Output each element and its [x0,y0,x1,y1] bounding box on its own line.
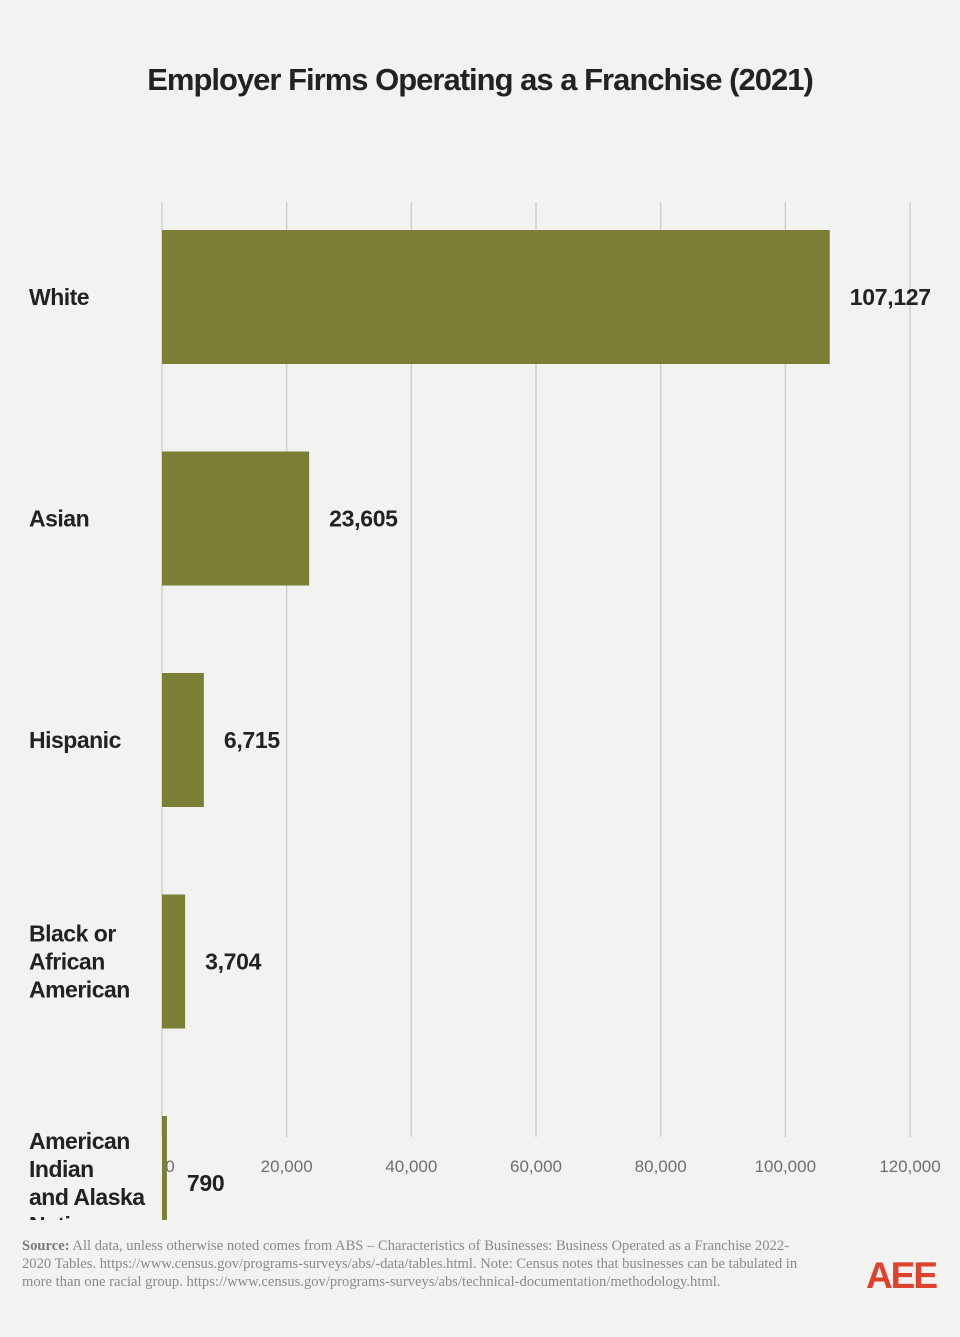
x-tick-label: 40,000 [385,1157,437,1176]
x-tick-label: 80,000 [635,1157,687,1176]
aee-logo: AEE [866,1255,939,1294]
category-label-line: Hispanic [29,727,122,753]
data-label: 107,127 [850,284,931,310]
category-label-line: Indian [29,1156,94,1182]
source-text: All data, unless otherwise noted comes f… [22,1238,798,1290]
category-label-line: Asian [29,506,89,532]
bars [162,230,830,1220]
category-label-line: White [29,284,89,310]
bar-chart: 0 20,000 40,000 60,000 80,000 100,000 120,000 1… [29,202,941,1220]
category-label-line: Black or [29,921,116,947]
category-label: White [29,284,89,310]
source-note: Source: All data, unless otherwise noted… [22,1237,812,1291]
data-label: 6,715 [224,727,281,753]
category-label-line: African [29,949,105,975]
category-label: Hispanic [29,727,122,753]
x-tick-label: 20,000 [261,1157,313,1176]
category-label: Asian [29,506,89,532]
x-tick-label: 120,000 [879,1157,940,1176]
bar [162,673,204,807]
data-label: 790 [187,1170,224,1196]
aee-logo-text: AEE [866,1255,937,1294]
category-label: Black or African American [29,921,130,1003]
source-label: Source: [22,1238,70,1254]
bar [162,1116,167,1220]
bar [162,894,186,1029]
data-label: 23,605 [329,506,398,532]
x-tick-label: 100,000 [755,1157,816,1176]
x-tick-label: 60,000 [510,1157,562,1176]
chart-title: Employer Firms Operating as a Franchise … [147,62,814,97]
category-label-line: Native [29,1212,95,1220]
category-label-line: American [29,1128,130,1154]
data-label: 3,704 [205,949,262,975]
labels: 0 20,000 40,000 60,000 80,000 100,000 120,000 1… [29,284,941,1220]
bar [162,451,310,586]
bar [162,230,830,364]
category-label-line: and Alaska [29,1184,145,1210]
category-label-line: American [29,977,130,1003]
x-tick-label: 0 [165,1157,174,1176]
